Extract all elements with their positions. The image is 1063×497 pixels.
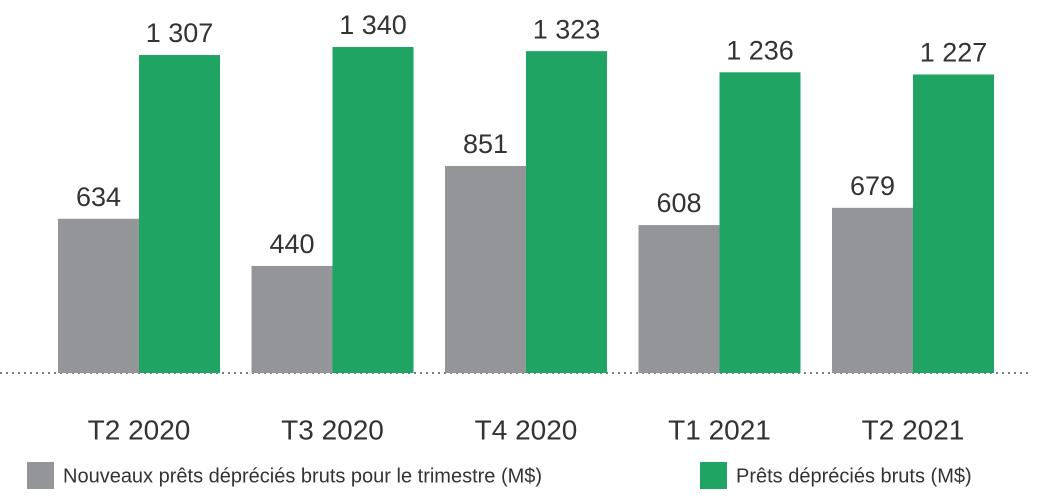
x-tick-label: T2 2021 [862, 414, 965, 445]
bar [445, 165, 526, 373]
x-tick-label: T2 2020 [88, 414, 191, 445]
value-label: 634 [76, 182, 121, 212]
x-tick-label: T3 2020 [281, 414, 384, 445]
value-label: 608 [656, 188, 701, 218]
bar [719, 72, 801, 374]
bar [332, 47, 414, 373]
bar [139, 55, 220, 374]
legend-label: Prêts dépréciés bruts (M$) [736, 465, 972, 487]
value-label: 1 227 [920, 38, 988, 68]
legend-swatch [27, 462, 54, 489]
bar [913, 74, 994, 374]
bar [58, 218, 139, 373]
legend-swatch [700, 462, 727, 489]
bar [832, 207, 913, 373]
value-label: 679 [850, 171, 895, 201]
value-label: 1 307 [146, 18, 214, 48]
x-tick-label: T4 2020 [475, 414, 578, 445]
legend-label: Nouveaux prêts dépréciés bruts pour le t… [63, 465, 542, 487]
value-label: 851 [463, 129, 508, 159]
bar [251, 265, 333, 373]
value-label: 1 323 [533, 14, 601, 44]
value-label: 440 [269, 229, 314, 259]
x-tick-label: T1 2021 [668, 414, 771, 445]
bar [638, 225, 720, 373]
value-label: 1 236 [726, 35, 794, 65]
value-label: 1 340 [339, 10, 407, 40]
bar [526, 51, 607, 373]
